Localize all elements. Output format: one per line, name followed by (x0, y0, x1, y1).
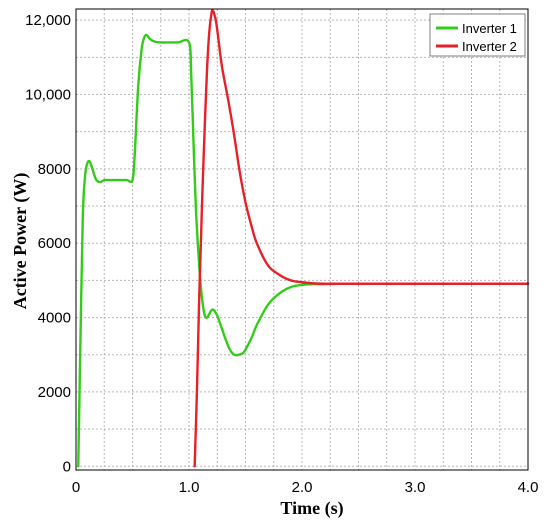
legend-label-inverter-1: Inverter 1 (462, 21, 517, 36)
x-tick-label: 1.0 (179, 479, 200, 496)
x-tick-label: 3.0 (405, 479, 426, 496)
series-layer (77, 9, 530, 468)
y-tick-label: 8000 (38, 161, 71, 178)
legend-label-inverter-2: Inverter 2 (462, 39, 517, 54)
x-tick-label: 2.0 (292, 479, 313, 496)
y-tick-label: 4000 (38, 310, 71, 327)
series-line-inverter-1 (77, 33, 530, 468)
legend-box (429, 13, 526, 57)
grid-lines (76, 9, 528, 470)
y-axis-label: Active Power (W) (10, 173, 31, 310)
x-tick-labels: 0 1.0 2.0 3.0 4.0 (72, 479, 539, 496)
y-tick-label: 12,000 (25, 12, 71, 29)
y-tick-label: 2000 (38, 384, 71, 401)
y-tick-labels: 0 2000 4000 6000 8000 10,000 12,000 (25, 12, 71, 475)
x-axis-label: Time (s) (280, 498, 343, 519)
series-line-inverter-2 (193, 9, 530, 468)
y-tick-label: 10,000 (25, 87, 71, 104)
plot-frame (75, 8, 529, 471)
y-tick-label: 0 (63, 458, 71, 475)
x-tick-label: 0 (72, 479, 80, 496)
legend: Inverter 1 Inverter 2 (429, 13, 526, 57)
y-tick-label: 6000 (38, 235, 71, 252)
x-tick-label: 4.0 (518, 479, 539, 496)
